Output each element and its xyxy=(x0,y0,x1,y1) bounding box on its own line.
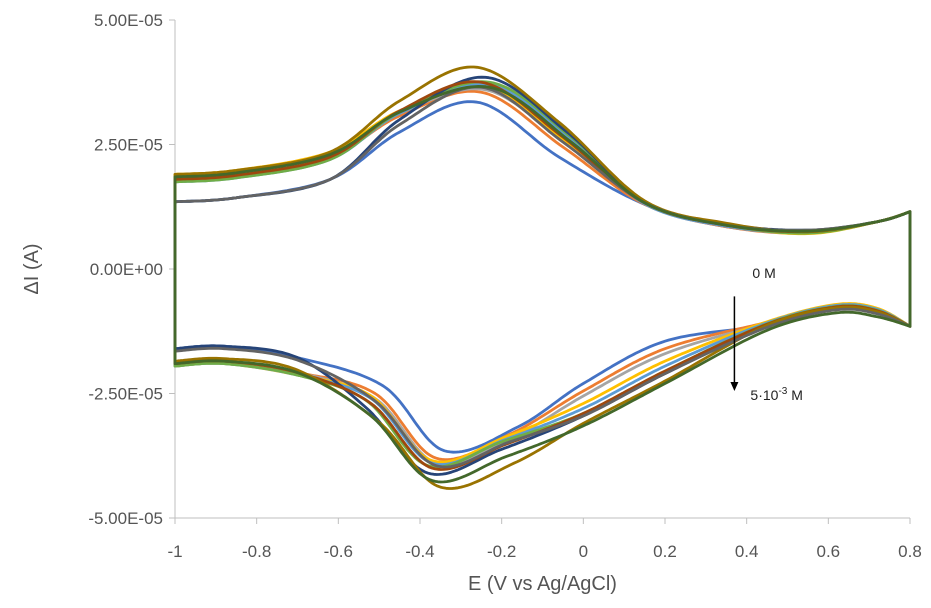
y-axis-title: ΔI (A) xyxy=(21,243,43,294)
y-tick-label: 2.50E-05 xyxy=(94,136,163,155)
y-tick-label: 0.00E+00 xyxy=(90,260,163,279)
x-tick-label: -0.4 xyxy=(405,542,434,561)
concentration-annotation: 0 M 5·10-3 M xyxy=(730,265,803,403)
cv-curve-series-4 xyxy=(173,84,912,464)
cv-curve-series-6 xyxy=(173,80,912,469)
cv-curve-series-11 xyxy=(173,85,912,484)
x-tick-label: -0.6 xyxy=(324,542,353,561)
x-tick-label: 0.4 xyxy=(735,542,759,561)
x-tick-label: 0.6 xyxy=(817,542,841,561)
x-tick-label: 0 xyxy=(579,542,588,561)
y-tick-label: -5.00E-05 xyxy=(88,509,163,528)
tick-labels: 5.00E-05 2.50E-05 0.00E+00 -2.50E-05 -5.00E-… xyxy=(88,11,921,561)
series-group xyxy=(173,65,912,490)
x-tick-label: -0.2 xyxy=(487,542,516,561)
x-tick-label: -0.8 xyxy=(242,542,271,561)
y-tick-label: -2.50E-05 xyxy=(88,385,163,404)
cv-curve-series-5 xyxy=(173,82,912,466)
x-axis-title: E (V vs Ag/AgCl) xyxy=(468,573,617,595)
x-tick-label: 0.2 xyxy=(653,542,677,561)
concentration-arrow-head xyxy=(730,382,739,392)
cv-curve-series-10 xyxy=(173,85,912,469)
end-concentration-label: 5·10-3 M xyxy=(750,386,803,403)
start-concentration-label: 0 M xyxy=(752,265,775,281)
x-tick-label: 0.8 xyxy=(898,542,922,561)
y-tick-label: 5.00E-05 xyxy=(94,11,163,30)
x-tick-label: -1 xyxy=(167,542,182,561)
